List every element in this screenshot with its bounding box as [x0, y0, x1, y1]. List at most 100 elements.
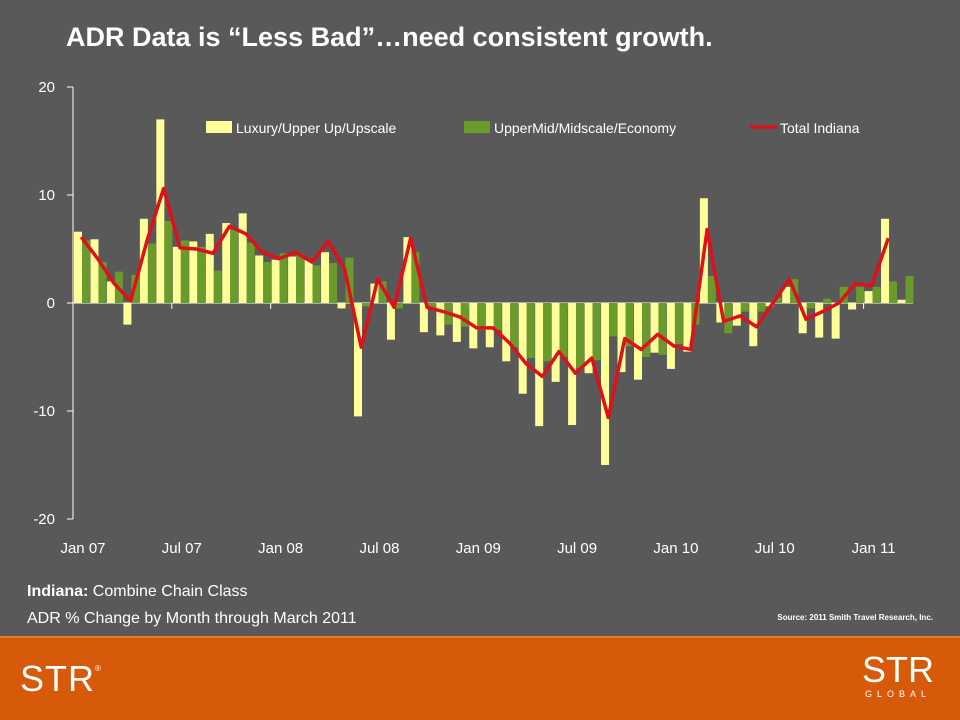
bar-luxury	[798, 303, 807, 334]
str-global-logo-subtext: GLOBAL	[864, 689, 932, 699]
chart-line	[79, 186, 890, 420]
bar-uppermid	[460, 303, 469, 327]
bar-uppermid	[246, 242, 255, 303]
bar-luxury	[337, 303, 346, 309]
bar-uppermid	[180, 240, 189, 303]
bar-uppermid	[559, 303, 568, 357]
bar-uppermid	[856, 286, 865, 303]
bar-luxury	[831, 303, 840, 339]
bar-uppermid	[773, 297, 782, 303]
bar-uppermid	[362, 303, 370, 307]
bar-luxury	[666, 303, 675, 369]
bar-luxury	[139, 218, 148, 303]
bar-luxury	[156, 119, 165, 304]
bar-luxury	[551, 303, 560, 382]
bar-luxury	[634, 303, 642, 380]
bar-uppermid	[312, 265, 321, 303]
bar-uppermid	[823, 298, 832, 303]
bar-uppermid	[378, 281, 387, 303]
bar-luxury	[782, 286, 791, 303]
bar-luxury	[419, 303, 428, 333]
footer-bar	[0, 636, 960, 720]
bar-luxury	[205, 233, 214, 303]
bar-luxury	[386, 303, 395, 340]
bar-luxury	[864, 291, 873, 303]
bar-luxury	[535, 303, 544, 427]
bar-luxury	[815, 303, 824, 338]
bar-uppermid	[82, 240, 90, 303]
bar-uppermid	[757, 303, 766, 312]
str-global-logo: STR GLOBAL	[862, 652, 934, 700]
bar-uppermid	[592, 303, 601, 361]
bar-luxury	[584, 303, 593, 374]
bar-luxury	[90, 239, 99, 303]
bar-luxury	[74, 231, 82, 303]
bar-luxury	[271, 259, 280, 303]
x-tick-label: Jul 08	[359, 540, 399, 557]
bar-luxury	[436, 303, 445, 336]
x-tick-label: Jul 09	[557, 540, 597, 557]
bar-uppermid	[609, 303, 618, 337]
chart: 20 10 0 -10 -20 Jan 07 Jul 07 Jan 08 Jul 08 Jan 0…	[33, 79, 914, 557]
bar-luxury	[189, 241, 198, 303]
bar-luxury	[881, 218, 890, 303]
legend-label: Luxury/Upper Up/Upscale	[236, 120, 397, 136]
legend-label: UpperMid/Midscale/Economy	[494, 120, 676, 136]
bar-uppermid	[905, 276, 914, 303]
bar-uppermid	[674, 303, 683, 345]
bar-uppermid	[329, 263, 338, 303]
bar-luxury	[255, 255, 264, 303]
bar-uppermid	[345, 257, 354, 303]
bar-uppermid	[806, 303, 815, 309]
bar-uppermid	[164, 220, 173, 303]
bar-luxury	[568, 303, 577, 426]
chart-subtitle-line2: ADR % Change by Month through March 2011	[27, 610, 357, 627]
legend-swatch	[206, 121, 232, 133]
bar-luxury	[172, 246, 181, 303]
source-note: Source: 2011 Smith Travel Research, Inc.	[777, 613, 933, 622]
subtitle-region: Indiana:	[27, 583, 89, 600]
bar-uppermid	[427, 303, 436, 310]
bar-luxury	[354, 303, 362, 417]
bar-luxury	[403, 237, 412, 303]
bar-luxury	[518, 303, 527, 394]
y-tick-label: 0	[47, 295, 55, 312]
legend-label: Total Indiana	[780, 120, 860, 136]
bar-luxury	[848, 303, 857, 310]
chart-legend: Luxury/Upper Up/Upscale UpperMid/Midscale…	[206, 120, 860, 136]
y-tick-label: 10	[38, 187, 55, 204]
chart-subtitle-line1: Indiana: Combine Chain Class	[27, 583, 248, 601]
bar-uppermid	[296, 254, 305, 303]
bar-uppermid	[197, 246, 206, 303]
bar-luxury	[732, 303, 741, 326]
x-tick-label: Jan 11	[852, 540, 896, 557]
bar-uppermid	[411, 252, 420, 303]
str-logo-text: STR	[20, 658, 95, 699]
bar-uppermid	[213, 270, 222, 303]
series-line-total-indiana	[79, 186, 890, 420]
chart-tick-labels: 20 10 0 -10 -20 Jan 07 Jul 07 Jan 08 Jul 08 Jan 0…	[33, 79, 895, 557]
bar-uppermid	[872, 286, 881, 303]
bar-luxury	[304, 259, 313, 303]
bar-luxury	[452, 303, 461, 342]
bar-uppermid	[493, 303, 502, 330]
x-tick-label: Jul 10	[755, 540, 795, 557]
bar-uppermid	[889, 281, 898, 303]
bar-uppermid	[394, 303, 403, 309]
bar-luxury	[106, 281, 115, 303]
bar-luxury	[683, 303, 692, 352]
bar-luxury	[897, 299, 906, 303]
bar-uppermid	[740, 303, 749, 312]
bar-uppermid	[526, 303, 535, 359]
bar-uppermid	[98, 261, 107, 303]
bar-uppermid	[543, 303, 552, 362]
bar-uppermid	[147, 243, 156, 303]
bar-luxury	[485, 303, 494, 348]
bar-luxury	[238, 213, 247, 303]
x-tick-label: Jul 07	[162, 540, 202, 557]
bar-uppermid	[279, 253, 288, 303]
bar-luxury	[617, 303, 626, 373]
str-global-logo-text: STR	[862, 649, 934, 690]
bar-luxury	[222, 223, 231, 303]
subtitle-class: Combine Chain Class	[88, 583, 248, 600]
